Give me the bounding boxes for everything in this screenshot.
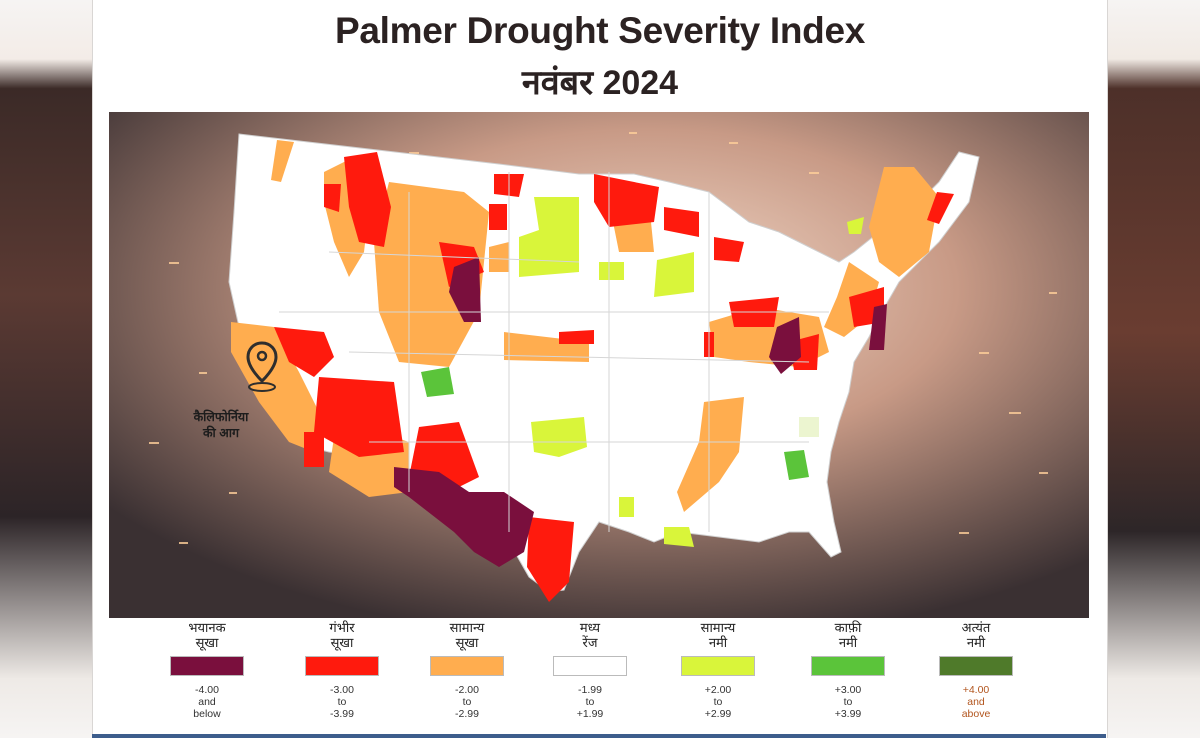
mildly-moist-regions	[799, 417, 819, 437]
legend-label-line1: गंभीर	[329, 620, 355, 635]
legend-range-line: and	[198, 696, 216, 708]
legend-label-line2: नमी	[966, 635, 986, 650]
legend-item: सामान्य नमी +2.00 to +2.99	[663, 620, 773, 720]
legend-item: गंभीर सूखा -3.00 to -3.99	[287, 620, 397, 720]
legend-range-line: +3.99	[834, 708, 862, 720]
legend-range: +3.00 to +3.99	[793, 684, 903, 720]
legend-range-line: to	[713, 696, 723, 708]
legend-range-line: to	[843, 696, 853, 708]
legend-range-line: above	[961, 708, 991, 720]
legend-item: काफ़ी नमी +3.00 to +3.99	[793, 620, 903, 720]
legend-label-line2: सूखा	[455, 635, 479, 650]
legend-range-line: -1.99	[578, 684, 602, 696]
severe-drought-regions	[274, 152, 954, 602]
legend-label: काफ़ी नमी	[793, 620, 903, 652]
legend-label: अत्यंत नमी	[921, 620, 1031, 652]
background-right	[1106, 0, 1200, 738]
legend-label-line1: सामान्य	[700, 620, 736, 635]
legend-swatch	[305, 656, 379, 676]
legend-item: सामान्य सूखा -2.00 to -2.99	[412, 620, 522, 720]
california-fire-label: कैलिफोर्निया की आग	[161, 409, 281, 441]
page-subtitle: नवंबर 2024	[521, 64, 679, 102]
legend-label-line1: मध्य	[579, 620, 601, 635]
legend-range-line: below	[193, 708, 221, 720]
legend-swatch	[430, 656, 504, 676]
legend-range-line: -2.99	[455, 708, 479, 720]
legend-range-line: +3.00	[834, 684, 862, 696]
ember-sparks	[149, 132, 1057, 544]
legend-range-line: -3.99	[330, 708, 354, 720]
legend-swatch	[939, 656, 1013, 676]
legend-range: +4.00 and above	[921, 684, 1031, 720]
bottom-accent-bar	[92, 734, 1106, 738]
legend-range-line: +4.00	[962, 684, 990, 696]
location-pin-icon	[246, 341, 278, 392]
legend-swatch	[170, 656, 244, 676]
legend-label-line1: भयानक	[188, 620, 226, 635]
legend-swatch	[681, 656, 755, 676]
legend-swatch	[553, 656, 627, 676]
page-title: Palmer Drought Severity Index	[334, 10, 866, 51]
legend-range-line: +1.99	[576, 708, 604, 720]
legend-item: अत्यंत नमी +4.00 and above	[921, 620, 1031, 720]
legend-range: -2.00 to -2.99	[412, 684, 522, 720]
legend-range-line: -2.00	[455, 684, 479, 696]
legend-label: सामान्य सूखा	[412, 620, 522, 652]
legend-label: गंभीर सूखा	[287, 620, 397, 652]
legend-label-line1: अत्यंत	[961, 620, 991, 635]
map-canvas	[109, 112, 1089, 618]
state-borders	[279, 172, 829, 532]
legend-range-line: +2.00	[704, 684, 732, 696]
legend-label-line1: काफ़ी	[834, 620, 862, 635]
legend-label-line2: सूखा	[195, 635, 219, 650]
legend-label-line1: सामान्य	[449, 620, 485, 635]
callout-line-2: की आग	[202, 426, 240, 440]
callout-line-1: कैलिफोर्निया	[193, 410, 249, 424]
legend-label-line2: नमी	[838, 635, 858, 650]
legend-swatch	[811, 656, 885, 676]
legend: भयानक सूखा -4.00 and below गंभीर सूखा -3.00 to -3…	[93, 620, 1107, 738]
legend-item: भयानक सूखा -4.00 and below	[152, 620, 262, 720]
drought-map: कैलिफोर्निया की आग	[109, 112, 1089, 618]
legend-range: -3.00 to -3.99	[287, 684, 397, 720]
legend-range: +2.00 to +2.99	[663, 684, 773, 720]
legend-range-line: -4.00	[195, 684, 219, 696]
legend-range-line: to	[585, 696, 595, 708]
legend-label-line2: सूखा	[330, 635, 354, 650]
legend-label: मध्य रेंज	[535, 620, 645, 652]
moderate-drought-regions	[231, 140, 939, 512]
legend-range: -4.00 and below	[152, 684, 262, 720]
legend-range-line: and	[967, 696, 985, 708]
moderately-wet-regions	[519, 197, 864, 547]
legend-label-line2: रेंज	[582, 635, 598, 650]
very-moist-regions	[421, 367, 809, 480]
background-left	[0, 0, 92, 738]
infographic-card: Palmer Drought Severity Index नवंबर 2024	[92, 0, 1108, 738]
legend-range-line: -3.00	[330, 684, 354, 696]
legend-label: सामान्य नमी	[663, 620, 773, 652]
legend-label-line2: नमी	[708, 635, 728, 650]
legend-range-line: to	[462, 696, 472, 708]
legend-range-line: +2.99	[704, 708, 732, 720]
legend-range-line: to	[337, 696, 347, 708]
legend-range: -1.99 to +1.99	[535, 684, 645, 720]
legend-label: भयानक सूखा	[152, 620, 262, 652]
extreme-drought-regions	[394, 257, 887, 567]
legend-item: मध्य रेंज -1.99 to +1.99	[535, 620, 645, 720]
